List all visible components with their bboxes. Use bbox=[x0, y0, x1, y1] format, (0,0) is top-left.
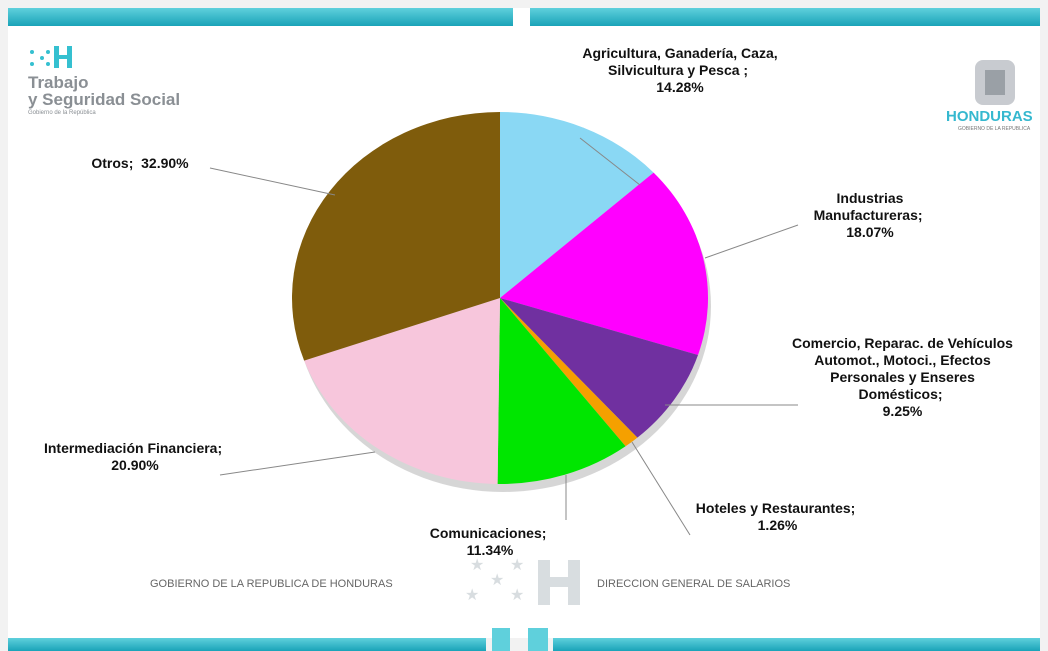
svg-text:★: ★ bbox=[510, 557, 524, 574]
bottom-block bbox=[492, 628, 510, 651]
top-bar bbox=[530, 8, 1040, 26]
leader-line bbox=[219, 451, 376, 476]
leader-line bbox=[631, 441, 691, 536]
slice-label: Hoteles y Restaurantes; 1.26% bbox=[690, 500, 865, 534]
category-label: Comunicaciones; bbox=[429, 525, 547, 541]
logo-line: y Seguridad Social bbox=[28, 90, 181, 109]
category-label: Agricultura, Ganadería, Caza, Silvicultu… bbox=[582, 45, 778, 78]
logo-mark bbox=[30, 46, 72, 68]
pie-slice bbox=[500, 298, 638, 447]
logo-text: Trabajo y Seguridad Social Gobierno de la … bbox=[28, 74, 180, 118]
pie-slice bbox=[291, 112, 500, 361]
svg-text:★: ★ bbox=[470, 557, 484, 574]
value-label: 20.90% bbox=[111, 457, 159, 473]
top-bar bbox=[8, 8, 513, 26]
bottom-bar bbox=[8, 638, 486, 651]
logo-line: Trabajo bbox=[28, 73, 89, 92]
value-label: 11.34% bbox=[466, 542, 514, 558]
footer-mark: ★ ★ ★ ★ ★ bbox=[465, 557, 580, 605]
slice-label: Intermediación Financiera; 20.90% bbox=[40, 440, 230, 474]
footer-right: DIRECCION GENERAL DE SALARIOS bbox=[597, 578, 791, 590]
footer-left: GOBIERNO DE LA REPUBLICA DE HONDURAS bbox=[150, 578, 393, 590]
svg-text:★: ★ bbox=[510, 587, 524, 604]
value-label: 1.26% bbox=[757, 517, 798, 533]
logo-small: Gobierno de la República bbox=[28, 110, 96, 116]
slice-label: Comunicaciones; 11.34% bbox=[400, 525, 580, 559]
value-label: 18.07% bbox=[846, 224, 894, 240]
category-label: Otros; bbox=[91, 155, 134, 171]
pie-slice bbox=[500, 172, 708, 355]
svg-text:★: ★ bbox=[465, 587, 479, 604]
category-label: Hoteles y Restaurantes; bbox=[695, 500, 856, 516]
pie-slice bbox=[497, 298, 626, 484]
bottom-block bbox=[528, 628, 548, 651]
category-label: Industrias Manufactureras; bbox=[813, 190, 923, 223]
pie-slice bbox=[304, 298, 500, 484]
pie-slice bbox=[500, 298, 699, 438]
category-label: Intermediación Financiera; bbox=[43, 440, 223, 456]
value-label: 14.28% bbox=[656, 79, 704, 95]
logo-right: HONDURAS bbox=[946, 108, 1033, 125]
value-label: 32.90% bbox=[141, 155, 189, 171]
leader-line bbox=[579, 137, 641, 186]
slice-label: Agricultura, Ganadería, Caza, Silvicultu… bbox=[580, 45, 780, 96]
leader-line bbox=[209, 167, 336, 196]
slice-label: Otros; 32.90% bbox=[40, 155, 240, 172]
slice-label: Comercio, Reparac. de Vehículos Automot.… bbox=[790, 335, 1015, 420]
category-label: Comercio, Reparac. de Vehículos Automot.… bbox=[792, 335, 1013, 402]
leader-line bbox=[704, 224, 799, 259]
slice-label: Industrias Manufactureras; 18.07% bbox=[790, 190, 950, 241]
bottom-bar bbox=[553, 638, 1040, 651]
logo-right-small: GOBIERNO DE LA REPUBLICA bbox=[958, 126, 1031, 132]
pie-slice bbox=[500, 112, 654, 298]
svg-text:★: ★ bbox=[490, 572, 504, 589]
crest bbox=[975, 60, 1015, 105]
value-label: 9.25% bbox=[882, 403, 923, 419]
